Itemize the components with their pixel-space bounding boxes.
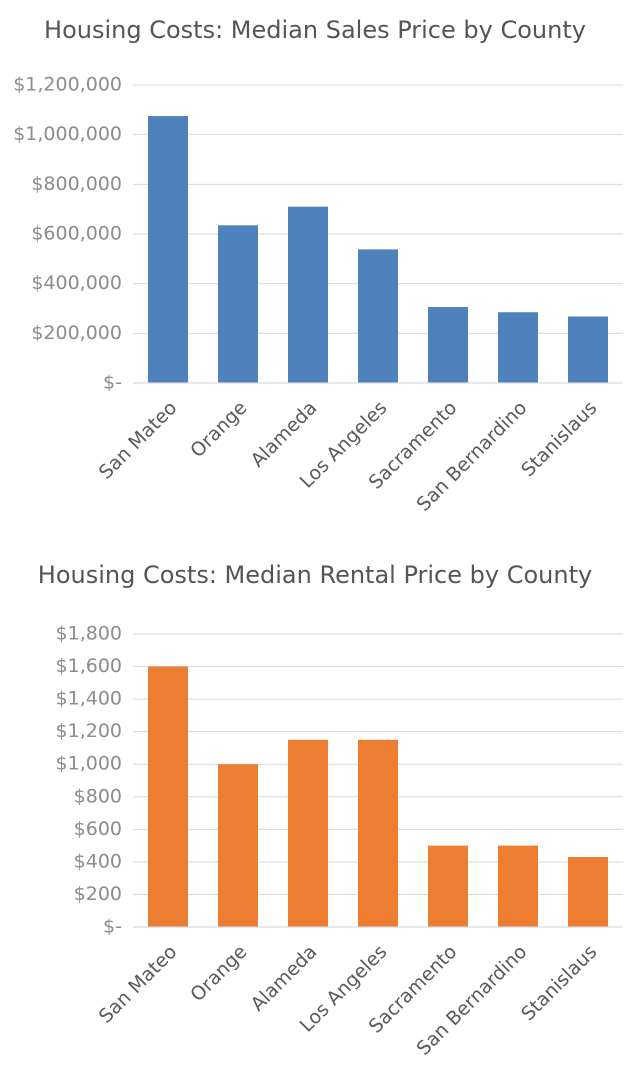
y-tick-label: $200 xyxy=(74,883,122,905)
y-tick-label: $600 xyxy=(74,818,122,840)
y-tick-label: $1,600 xyxy=(56,655,122,677)
sales-price-plot: $- $200,000 $400,000 $600,000 $800,000 $1,000… xyxy=(13,74,623,516)
y-tick-label: $- xyxy=(103,916,122,938)
bar xyxy=(218,764,258,927)
y-tick-label: $400 xyxy=(74,850,122,872)
y-tick-label: $600,000 xyxy=(31,223,122,245)
x-category-label: Alameda xyxy=(247,397,322,472)
y-tick-label: $1,200,000 xyxy=(13,74,122,96)
rental-price-chart: Housing Costs: Median Rental Price by Co… xyxy=(0,540,630,1074)
bar xyxy=(498,845,538,927)
y-tick-label: $800 xyxy=(74,785,122,807)
y-tick-label: $200,000 xyxy=(31,322,122,344)
bar xyxy=(148,666,188,927)
bar xyxy=(148,116,188,384)
x-category-label: Stanislaus xyxy=(517,941,601,1025)
x-category-label: Alameda xyxy=(247,941,322,1016)
y-tick-label: $1,000 xyxy=(56,753,122,775)
bar xyxy=(358,249,398,383)
bar xyxy=(288,206,328,383)
x-category-label: Stanislaus xyxy=(517,397,601,481)
y-tick-label: $1,800 xyxy=(56,623,122,645)
y-tick-label: $1,400 xyxy=(56,688,122,710)
sales-price-chart: Housing Costs: Median Sales Price by Cou… xyxy=(0,0,630,530)
y-tick-label: $1,000,000 xyxy=(13,123,122,145)
bar xyxy=(568,857,608,927)
chart-title: Housing Costs: Median Rental Price by Co… xyxy=(37,561,593,589)
chart-title: Housing Costs: Median Sales Price by Cou… xyxy=(44,16,586,44)
bar xyxy=(568,316,608,383)
rental-price-plot: $- $200 $400 $600 $800 $1,000 $1,200 $1,400 $1,6… xyxy=(56,623,623,1060)
bar xyxy=(288,739,328,927)
x-category-label: San Mateo xyxy=(95,397,182,484)
x-category-label: Orange xyxy=(186,941,251,1006)
x-category-label: San Mateo xyxy=(95,941,182,1028)
bar xyxy=(218,225,258,383)
bar xyxy=(428,845,468,927)
y-tick-label: $400,000 xyxy=(31,272,122,294)
y-tick-label: $- xyxy=(103,372,122,394)
bar xyxy=(428,307,468,383)
y-tick-label: $1,200 xyxy=(56,720,122,742)
bar xyxy=(498,312,538,383)
x-category-label: Orange xyxy=(186,397,251,462)
bar xyxy=(358,739,398,927)
y-tick-label: $800,000 xyxy=(31,173,122,195)
